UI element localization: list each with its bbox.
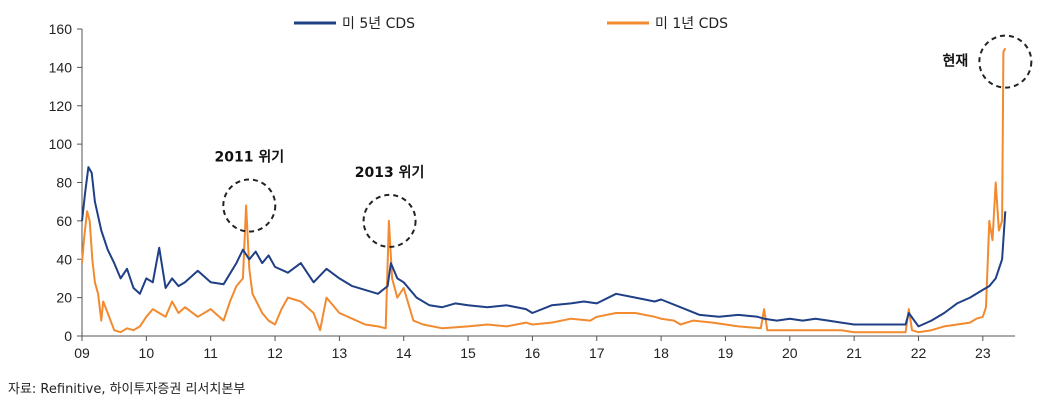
axes: 0 20 40 60 80 100 120 140 160 09 10 11 12 13 14 15 16 17… (49, 21, 1015, 361)
y-tick-label: 60 (56, 213, 72, 229)
x-tick-label: 12 (267, 345, 283, 361)
x-tick-label: 18 (653, 345, 669, 361)
legend-label: 미 1년 CDS (655, 16, 728, 32)
x-tick-label: 16 (525, 345, 541, 361)
y-tick-label: 80 (56, 175, 72, 191)
y-tick-label: 160 (49, 21, 73, 37)
y-tick-label: 0 (64, 328, 72, 344)
annotation-label: 2013 위기 (355, 165, 425, 181)
y-tick-label: 140 (49, 59, 73, 75)
legend: 미 5년 CDS 미 1년 CDS (294, 16, 728, 32)
annotation-label: 2011 위기 (214, 150, 284, 166)
y-tick-label: 120 (49, 98, 73, 114)
y-tick-label: 20 (56, 290, 72, 306)
x-tick-label: 19 (718, 345, 734, 361)
y-axis-ticks: 0 20 40 60 80 100 120 140 160 (49, 21, 82, 344)
x-tick-label: 11 (203, 345, 218, 361)
annotation-circle (978, 34, 1033, 89)
x-tick-label: 23 (975, 345, 991, 361)
x-tick-label: 10 (139, 345, 155, 361)
annotation-label: 현재 (942, 54, 968, 70)
x-axis-ticks: 09 10 11 12 13 14 15 16 17 18 19 20 21 22 23 (74, 336, 991, 361)
source-note: 자료: Refinitive, 하이투자증권 리서치본부 (8, 382, 246, 397)
x-tick-label: 20 (782, 345, 798, 361)
annotation-circle (362, 193, 417, 248)
series-line-us-5y-cds (81, 166, 1007, 328)
annotation-circle (222, 178, 277, 233)
annotations: 2011 위기 2013 위기 현재 (214, 34, 1033, 248)
y-tick-label: 100 (49, 136, 73, 152)
x-tick-label: 15 (460, 345, 476, 361)
x-tick-label: 09 (74, 345, 90, 361)
series-layer (81, 47, 1007, 334)
series-line-us-1y-cds (81, 47, 1007, 334)
x-tick-label: 22 (911, 345, 927, 361)
x-tick-label: 14 (396, 345, 412, 361)
x-tick-label: 17 (589, 345, 605, 361)
x-tick-label: 13 (332, 345, 348, 361)
x-tick-label: 21 (846, 345, 862, 361)
legend-label: 미 5년 CDS (342, 16, 415, 32)
y-tick-label: 40 (56, 251, 72, 267)
